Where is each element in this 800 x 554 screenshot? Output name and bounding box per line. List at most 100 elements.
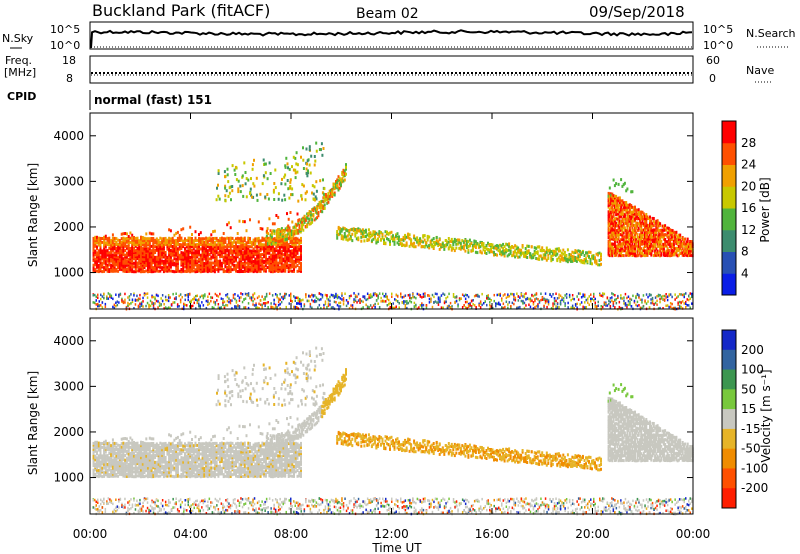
power-cell: [208, 253, 211, 256]
power-cell: [175, 292, 177, 295]
power-cell: [402, 235, 405, 239]
power-cell: [297, 218, 300, 222]
power-cell: [145, 259, 148, 263]
power-cell: [473, 239, 476, 243]
power-cell: [236, 236, 239, 240]
power-cell: [257, 239, 260, 243]
power-cell: [520, 294, 523, 297]
power-cell: [597, 263, 599, 267]
power-cell: [348, 232, 351, 236]
power-cell: [101, 306, 104, 309]
power-cell: [199, 239, 202, 243]
power-cell: [176, 241, 179, 245]
power-cell: [611, 196, 614, 200]
power-cell: [455, 242, 458, 246]
power-cell: [227, 263, 230, 267]
power-cell: [103, 251, 106, 255]
power-cell: [378, 230, 381, 234]
power-cell: [538, 257, 541, 261]
power-cell: [159, 247, 162, 251]
power-cell: [238, 257, 241, 261]
power-cell: [245, 255, 248, 259]
power-cell: [148, 265, 151, 269]
power-cell: [354, 232, 357, 236]
power-cell: [685, 305, 687, 309]
power-cell: [586, 260, 589, 264]
power-cell: [222, 259, 225, 263]
power-cell: [159, 240, 162, 244]
power-cell: [180, 263, 183, 267]
power-cell: [366, 297, 369, 301]
power-cell: [212, 265, 215, 269]
power-cell: [235, 267, 237, 271]
power-cell: [661, 235, 664, 239]
power-cell: [203, 257, 206, 261]
power-cell: [563, 250, 566, 254]
power-cell: [222, 249, 225, 253]
power-cell: [257, 243, 260, 247]
power-cell: [477, 245, 480, 249]
power-cell: [213, 245, 216, 248]
power-cell: [393, 238, 396, 242]
power-cell: [159, 265, 162, 269]
power-cell: [340, 180, 342, 184]
power-cell: [250, 251, 253, 255]
power-cell: [106, 237, 109, 241]
power-cell: [201, 259, 204, 263]
power-cell: [315, 296, 318, 299]
power-cell: [610, 244, 613, 248]
power-cell: [657, 251, 660, 255]
power-cell: [99, 265, 102, 269]
power-cell: [113, 245, 116, 248]
power-cell: [623, 302, 625, 305]
power-cell: [252, 267, 255, 271]
power-cell: [635, 223, 638, 227]
power-cell: [612, 214, 615, 218]
power-cell: [250, 296, 253, 300]
power-cell: [466, 294, 468, 297]
power-cell: [502, 242, 505, 246]
power-cell: [275, 267, 278, 271]
power-cell: [662, 233, 665, 237]
power-cell: [538, 254, 541, 258]
power-cell: [639, 244, 641, 248]
power-cell: [116, 303, 119, 307]
power-cell: [217, 303, 220, 306]
power-cell: [671, 295, 673, 299]
power-cell: [243, 257, 246, 261]
power-cell: [148, 241, 151, 245]
power-cell: [289, 211, 292, 214]
power-cell: [222, 299, 224, 302]
power-cell: [617, 233, 620, 237]
power-cell: [644, 228, 646, 232]
power-cell: [608, 192, 611, 196]
power-cell: [127, 241, 130, 245]
power-cell: [294, 156, 297, 160]
power-cell: [278, 234, 281, 238]
power-cell: [215, 248, 218, 252]
power-cell: [553, 249, 556, 253]
power-cell: [606, 304, 609, 307]
power-cell: [299, 220, 302, 224]
power-cell: [630, 212, 633, 216]
power-cell: [233, 249, 236, 253]
power-cell: [217, 252, 220, 256]
power-cell: [277, 253, 280, 257]
power-cell: [170, 303, 173, 306]
power-cell: [642, 249, 645, 253]
power-cell: [580, 252, 583, 256]
power-cell: [489, 301, 491, 304]
power-cell: [363, 295, 366, 298]
power-cell: [575, 259, 578, 263]
power-cell: [428, 244, 431, 247]
power-cell: [210, 263, 213, 267]
power-cell: [237, 187, 240, 191]
power-cell: [608, 249, 611, 253]
power-cell: [220, 306, 223, 309]
power-cell: [534, 306, 536, 309]
power-cell: [521, 244, 524, 247]
power-cell: [665, 249, 668, 253]
power-cell: [624, 302, 627, 305]
power-cell: [175, 257, 178, 261]
power-cell: [194, 236, 197, 240]
